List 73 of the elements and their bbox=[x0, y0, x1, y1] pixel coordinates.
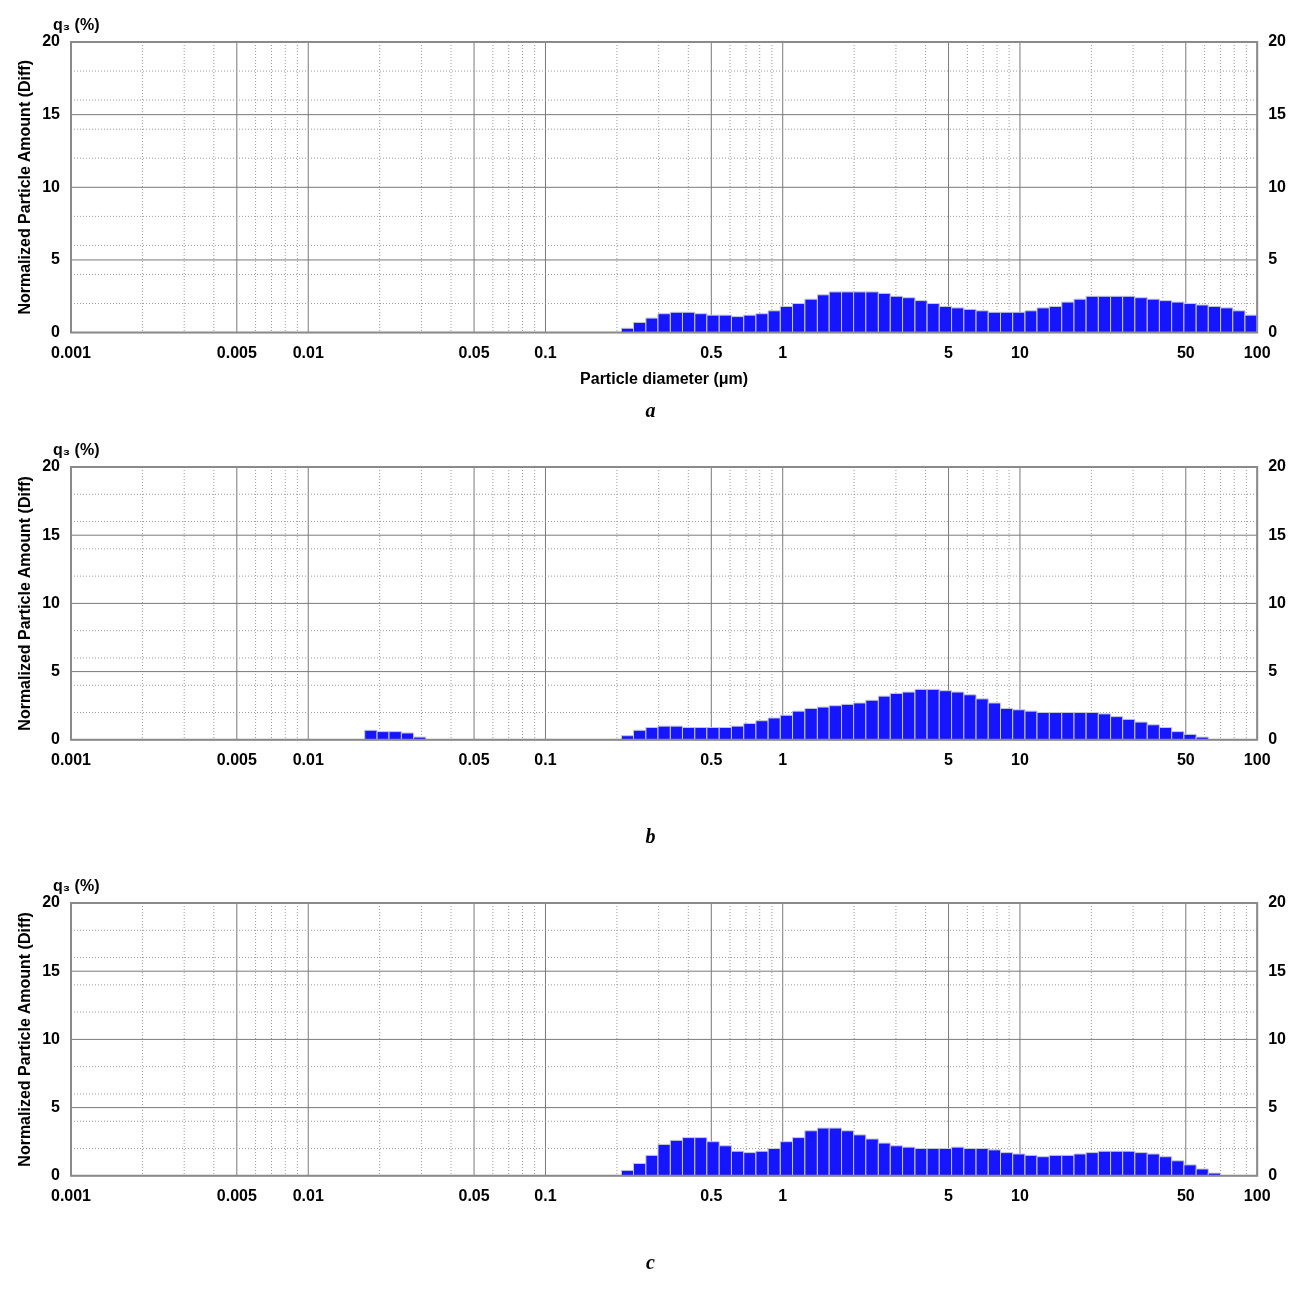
chart-title: q₃ (%) bbox=[53, 877, 100, 895]
y2-tick-label: 10 bbox=[1268, 177, 1287, 195]
y2-tick-label: 5 bbox=[1268, 662, 1278, 680]
y-tick-label: 0 bbox=[51, 323, 61, 341]
x-tick-label: 0.01 bbox=[292, 343, 324, 361]
x-tick-label: 0.1 bbox=[534, 343, 557, 361]
y-axis-title: Normalized Particle Amount (Diff) bbox=[16, 476, 34, 731]
x-tick-label: 1 bbox=[778, 750, 788, 768]
text: c bbox=[645, 1250, 656, 1275]
x-tick-label: 0.05 bbox=[458, 1186, 490, 1204]
x-tick-label: 0.001 bbox=[50, 750, 92, 768]
y2-tick-label: 5 bbox=[1268, 1098, 1278, 1116]
x-tick-label: 10 bbox=[1011, 750, 1029, 768]
x-tick-label: 5 bbox=[944, 750, 954, 768]
x-tick-label: 0.1 bbox=[534, 750, 557, 768]
x-tick-label: 0.1 bbox=[534, 1186, 557, 1204]
x-tick-label: 50 bbox=[1176, 343, 1195, 361]
y2-tick-label: 0 bbox=[1268, 730, 1278, 748]
y2-tick-label: 5 bbox=[1268, 250, 1278, 268]
y2-tick-label: 10 bbox=[1268, 593, 1287, 611]
y-axis-title: Normalized Particle Amount (Diff) bbox=[16, 60, 34, 315]
x-tick-label: 1 bbox=[778, 1186, 788, 1204]
x-tick-label: 0.001 bbox=[50, 1186, 92, 1204]
y-tick-label: 10 bbox=[42, 1029, 61, 1047]
x-tick-label: 0.005 bbox=[216, 1186, 257, 1204]
y2-tick-label: 0 bbox=[1268, 1166, 1278, 1184]
x-tick-label: 5 bbox=[944, 1186, 954, 1204]
y-tick-label: 15 bbox=[42, 961, 61, 979]
y-tick-label: 15 bbox=[42, 525, 61, 543]
y-tick-label: 15 bbox=[42, 105, 61, 123]
x-tick-label: 0.01 bbox=[292, 750, 324, 768]
y-tick-label: 10 bbox=[42, 593, 61, 611]
y-tick-label: 0 bbox=[51, 730, 61, 748]
chart-title: q₃ (%) bbox=[53, 16, 100, 34]
y2-tick-label: 15 bbox=[1268, 105, 1287, 123]
x-tick-label: 50 bbox=[1176, 750, 1195, 768]
text: b bbox=[644, 824, 657, 849]
x-tick-label: 0.05 bbox=[458, 750, 490, 768]
x-tick-label: 0.001 bbox=[50, 343, 92, 361]
y2-tick-label: 20 bbox=[1268, 32, 1287, 50]
x-tick-label: 1 bbox=[778, 343, 788, 361]
y2-tick-label: 10 bbox=[1268, 1029, 1287, 1047]
y-tick-label: 0 bbox=[51, 1166, 61, 1184]
x-tick-label: 0.05 bbox=[458, 343, 490, 361]
x-tick-label: 0.005 bbox=[216, 750, 257, 768]
x-tick-label: 100 bbox=[1243, 750, 1271, 768]
x-tick-label: 0.01 bbox=[292, 1186, 324, 1204]
y-tick-label: 5 bbox=[51, 250, 61, 268]
x-tick-label: 10 bbox=[1011, 1186, 1029, 1204]
x-tick-label: 0.5 bbox=[700, 343, 723, 361]
y-tick-label: 10 bbox=[42, 177, 61, 195]
y2-tick-label: 15 bbox=[1268, 961, 1287, 979]
y-axis-title: Normalized Particle Amount (Diff) bbox=[16, 912, 34, 1167]
y2-tick-label: 15 bbox=[1268, 525, 1287, 543]
x-axis-title: Particle diameter (μm) bbox=[580, 369, 749, 387]
x-tick-label: 50 bbox=[1176, 1186, 1195, 1204]
chart-title: q₃ (%) bbox=[53, 441, 100, 459]
text: a bbox=[644, 398, 657, 423]
y2-tick-label: 0 bbox=[1268, 323, 1278, 341]
x-tick-label: 5 bbox=[944, 343, 954, 361]
y-tick-label: 5 bbox=[51, 1098, 61, 1116]
y-tick-label: 20 bbox=[42, 893, 61, 911]
x-tick-label: 100 bbox=[1243, 1186, 1271, 1204]
x-tick-label: 100 bbox=[1243, 343, 1271, 361]
x-tick-label: 0.5 bbox=[700, 1186, 723, 1204]
x-tick-label: 0.5 bbox=[700, 750, 723, 768]
y2-tick-label: 20 bbox=[1268, 893, 1287, 911]
y-tick-label: 20 bbox=[42, 32, 61, 50]
x-tick-label: 0.005 bbox=[216, 343, 257, 361]
y-tick-label: 20 bbox=[42, 457, 61, 475]
y2-tick-label: 20 bbox=[1268, 457, 1287, 475]
x-tick-label: 10 bbox=[1011, 343, 1029, 361]
y-tick-label: 5 bbox=[51, 662, 61, 680]
